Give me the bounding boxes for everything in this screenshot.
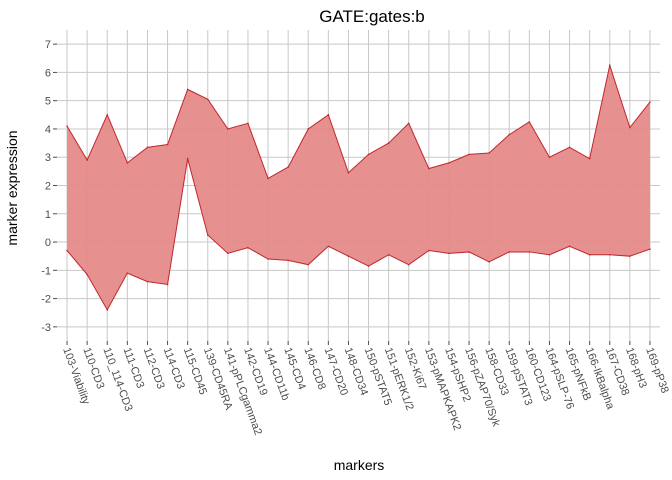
y-tick-label: -1 <box>41 265 51 277</box>
upper-point <box>608 64 611 67</box>
upper-point <box>468 153 470 156</box>
lower-point <box>106 309 109 311</box>
lower-point <box>528 251 531 253</box>
area-fill <box>67 65 650 310</box>
lower-point <box>206 234 209 236</box>
upper-point <box>206 98 209 101</box>
lower-point <box>468 251 470 253</box>
upper-point <box>629 126 631 129</box>
y-tick-label: 4 <box>45 124 51 136</box>
x-tick-label: 169-pP38 <box>643 346 671 395</box>
lower-point <box>166 283 169 286</box>
lower-point <box>608 253 611 256</box>
lower-point <box>629 255 631 257</box>
area-band <box>66 63 651 311</box>
lower-point <box>367 265 370 267</box>
upper-point <box>588 157 591 160</box>
upper-point <box>166 143 169 146</box>
lower-point <box>327 245 330 248</box>
upper-point <box>649 101 651 103</box>
upper-point <box>347 171 350 174</box>
upper-point <box>247 122 249 125</box>
y-axis-ticks: -3 -2 -1 0 1 2 3 4 5 6 7 <box>41 39 57 334</box>
upper-point <box>267 177 269 180</box>
y-tick-label: 5 <box>45 96 51 108</box>
upper-point <box>488 152 490 154</box>
upper-point <box>186 88 189 91</box>
upper-point <box>428 167 430 170</box>
lower-point <box>287 259 289 262</box>
upper-point <box>287 166 289 168</box>
upper-point <box>448 162 450 164</box>
lower-point <box>247 246 249 249</box>
upper-point <box>307 128 310 130</box>
lower-point <box>267 258 269 260</box>
y-tick-label: 6 <box>45 67 51 79</box>
y-tick-label: 0 <box>45 237 51 249</box>
upper-point <box>367 153 370 156</box>
upper-point <box>86 159 88 161</box>
upper-point <box>126 162 129 164</box>
upper-point <box>508 133 511 136</box>
lower-point <box>508 251 511 253</box>
upper-point <box>548 156 551 159</box>
x-axis-ticks: 103-Viability110-CD3110_114-CD3111-CD311… <box>60 341 671 437</box>
upper-point <box>568 146 571 149</box>
upper-point <box>407 122 410 125</box>
upper-point <box>106 114 109 116</box>
upper-point <box>387 142 390 144</box>
y-tick-label: 1 <box>45 209 51 221</box>
lower-point <box>387 253 390 256</box>
upper-point <box>528 121 531 123</box>
chart-title: GATE:gates:b <box>319 7 425 26</box>
lower-point <box>86 273 88 276</box>
lower-point <box>126 272 129 274</box>
x-axis-label: markers <box>334 457 385 473</box>
lower-point <box>428 249 430 252</box>
upper-boundary-line <box>66 63 651 180</box>
lower-point <box>407 263 410 266</box>
lower-point <box>347 255 350 257</box>
upper-point <box>146 146 149 149</box>
y-tick-label: -3 <box>41 322 51 334</box>
y-tick-label: 3 <box>45 152 51 164</box>
y-tick-label: 7 <box>45 39 51 51</box>
upper-point <box>66 125 68 127</box>
upper-point <box>227 128 229 130</box>
lower-boundary-line <box>66 158 651 311</box>
y-tick-label: -2 <box>41 294 51 306</box>
y-axis-label: marker expression <box>4 130 20 245</box>
lower-point <box>488 261 490 263</box>
upper-point <box>327 114 330 116</box>
lower-point <box>548 253 551 256</box>
lower-point <box>227 252 229 255</box>
y-tick-label: 2 <box>45 181 51 193</box>
lower-point <box>307 263 310 266</box>
lower-point <box>186 157 189 160</box>
lower-point <box>649 248 651 250</box>
lower-point <box>448 252 450 255</box>
lower-point <box>588 253 591 256</box>
lower-point <box>146 280 149 283</box>
lower-point <box>568 245 571 248</box>
lower-point <box>66 249 68 252</box>
